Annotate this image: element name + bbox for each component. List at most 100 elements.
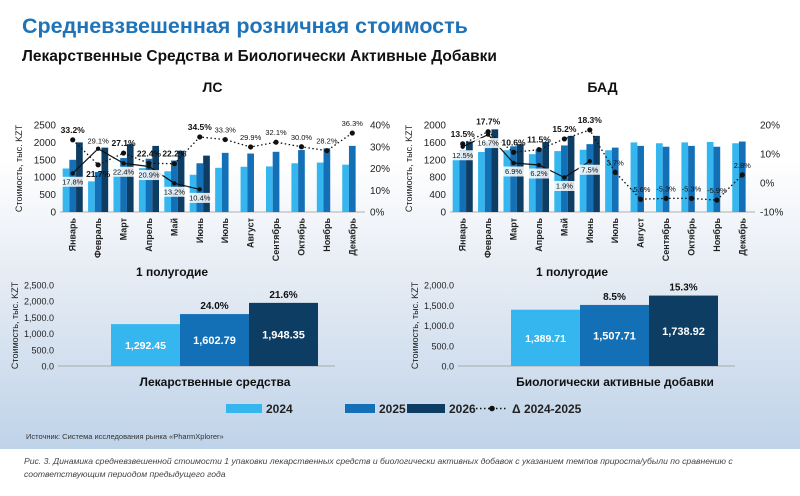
x-tick-label: Декабрь xyxy=(737,218,747,256)
bar-2024 xyxy=(681,142,689,212)
growth-label: 27.1% xyxy=(111,138,136,148)
growth-line-solid xyxy=(462,133,591,179)
bar-2026 xyxy=(249,302,318,366)
x-tick-label: Октябрь xyxy=(686,218,696,256)
y2-tick-label: 0% xyxy=(370,208,385,219)
y-tick-label: 0.0 xyxy=(41,362,54,372)
bar-2024 xyxy=(579,149,587,212)
bar-2026 xyxy=(516,144,524,212)
chart-bad-monthly: БАД Стоимость, тыс. KZT 0 400 800 1200 1600 200… xyxy=(404,79,783,261)
growth-line-dotted xyxy=(72,132,353,166)
bar-2025 xyxy=(510,146,517,212)
growth-point-solid xyxy=(70,171,75,176)
bar-2024 xyxy=(503,150,511,212)
bar-2024 xyxy=(88,181,95,212)
bar-2025 xyxy=(611,147,619,212)
y-tick-label: 800 xyxy=(429,173,446,184)
figure-caption: Рис. 3. Динамика средневзвешенной стоимо… xyxy=(24,456,733,479)
growth-label: 13.5% xyxy=(451,129,476,139)
growth-line-solid xyxy=(72,147,200,190)
bar-2025 xyxy=(94,171,102,212)
growth-point xyxy=(536,147,542,153)
growth-label: 21.7% xyxy=(86,169,111,179)
growth-label: 2.8% xyxy=(734,161,751,170)
y-tick-label: 2,000.0 xyxy=(24,297,54,307)
growth-label-bg xyxy=(186,192,214,203)
bar-2025 xyxy=(120,158,127,212)
growth-label-solid: 20.9% xyxy=(138,171,160,180)
x-tick-label: Июль xyxy=(220,218,230,244)
growth-label-bg xyxy=(59,176,87,187)
bar-2024 xyxy=(605,150,612,212)
legend-label: 2024 xyxy=(266,402,293,416)
growth-point xyxy=(95,162,101,168)
legend-swatch xyxy=(345,404,375,413)
chart-panel xyxy=(0,0,800,449)
y2-tick-label: -10% xyxy=(760,208,783,219)
bar-2025 xyxy=(713,146,721,212)
y-tick-label: 0 xyxy=(50,208,56,219)
bar-2024 xyxy=(111,324,180,366)
y2-tick-label: 40% xyxy=(370,121,390,132)
bar-value-label: 1,507.71 xyxy=(593,330,636,342)
x-tick-label: Декабрь xyxy=(347,218,357,256)
legend-label: 2026 xyxy=(449,402,476,416)
growth-label-bg xyxy=(110,166,138,177)
x-tick-label: Апрель xyxy=(534,218,544,252)
y-tick-label: 1,000.0 xyxy=(24,329,54,339)
growth-label-bg xyxy=(578,164,601,175)
x-tick-label: Январь xyxy=(458,218,468,252)
growth-label: 22.2% xyxy=(162,149,187,159)
bar-2024 xyxy=(138,168,146,212)
x-tick-label: Март xyxy=(119,217,129,240)
y-tick-label: 400 xyxy=(429,190,446,201)
x-tick-label: Апрель xyxy=(144,218,154,252)
growth-label: 33.3% xyxy=(215,126,237,135)
x-tick-label: Июль xyxy=(610,218,620,244)
growth-label-solid: 6.2% xyxy=(530,169,547,178)
growth-point xyxy=(248,144,254,150)
bar-2025 xyxy=(459,150,467,212)
growth-point xyxy=(273,139,279,145)
bar-2024 xyxy=(113,168,121,212)
y-tick-label: 500 xyxy=(39,190,56,201)
growth-label: 3.7% xyxy=(607,158,624,167)
y-tick-label: 2,000.0 xyxy=(424,281,454,291)
y-tick-label: 500.0 xyxy=(31,345,54,355)
y-axis-label: Стоимость, тыс. KZT xyxy=(10,281,20,369)
bar-2024 xyxy=(528,154,536,212)
bar-2025 xyxy=(145,158,153,212)
bar-2024 xyxy=(478,151,485,212)
y2-tick-label: 20% xyxy=(370,164,390,175)
y-tick-label: 1,500.0 xyxy=(424,301,454,311)
y-tick-label: 1200 xyxy=(424,155,447,166)
growth-point xyxy=(197,134,203,140)
growth-label: 36.3% xyxy=(342,119,364,128)
legend-label: 2025 xyxy=(379,402,406,416)
legend-swatch xyxy=(226,404,262,413)
bar-2025 xyxy=(662,146,670,212)
bar-2025 xyxy=(272,151,280,212)
bar-value-label: 1,602.79 xyxy=(193,335,236,347)
growth-label-bg xyxy=(135,170,163,181)
growth-label: 10.6% xyxy=(501,137,526,147)
y-tick-label: 2000 xyxy=(34,138,57,149)
bar-2024 xyxy=(732,143,739,212)
x-tick-label: Май xyxy=(559,218,569,236)
page-title: Средневзвешенная розничная стоимость xyxy=(22,14,468,38)
bar-2025 xyxy=(298,150,305,212)
growth-label-solid: 6.9% xyxy=(505,167,522,176)
growth-point xyxy=(561,136,567,142)
growth-label: -5.6% xyxy=(631,185,651,194)
growth-point-solid xyxy=(146,164,152,169)
x-axis-label: Лекарственные средства xyxy=(140,375,291,389)
growth-label: 30.0% xyxy=(291,133,313,142)
growth-label-solid: 7.5% xyxy=(581,165,598,174)
growth-point-solid xyxy=(197,187,202,192)
y-axis-label: Стоимость, тыс. KZT xyxy=(14,124,24,212)
growth-point-solid xyxy=(511,160,516,166)
bar-2024 xyxy=(62,168,70,212)
growth-label: 29.9% xyxy=(240,133,262,142)
bar-2026 xyxy=(649,295,718,366)
